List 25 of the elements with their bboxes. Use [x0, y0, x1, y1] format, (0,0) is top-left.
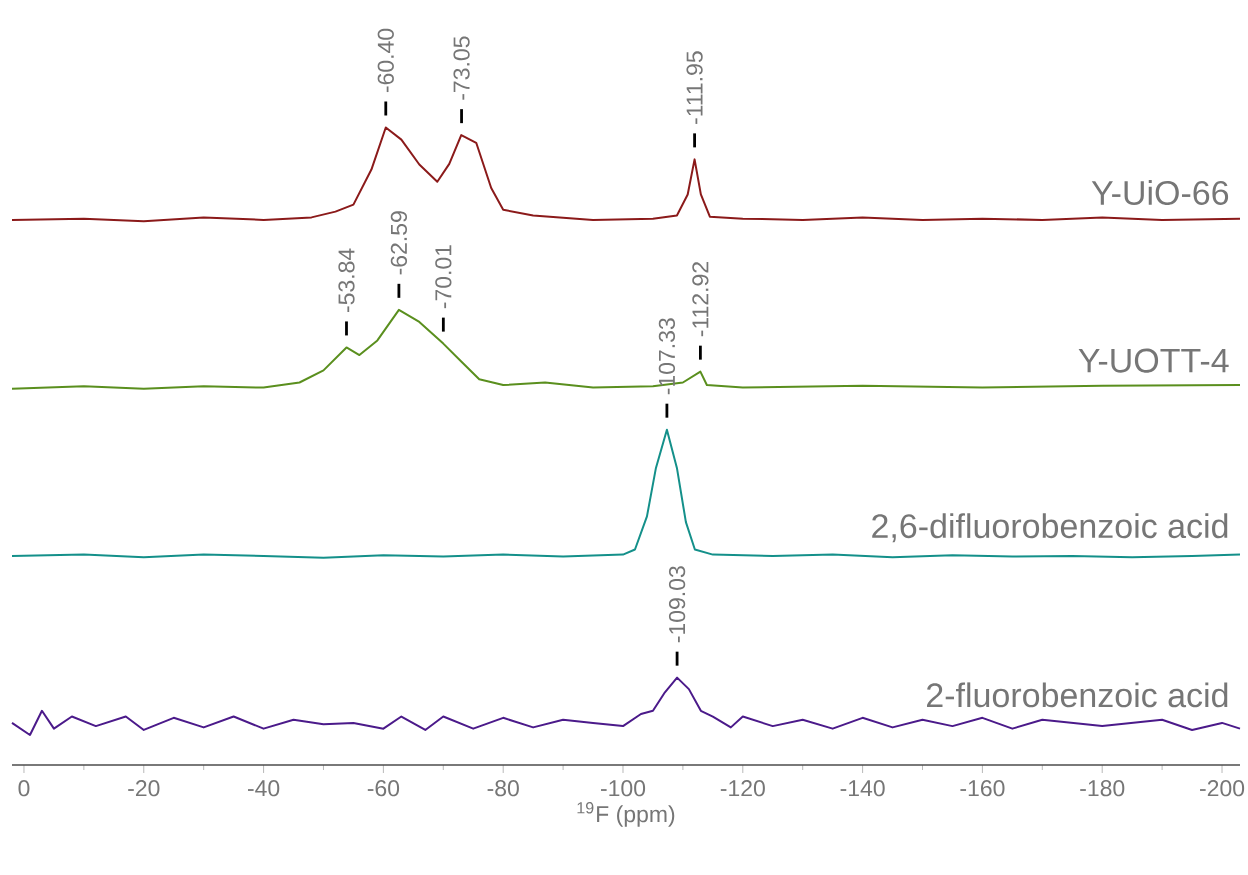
- series-label: 2,6-difluorobenzoic acid: [872, 513, 1228, 543]
- series-label: Y-UOTT-4: [1078, 348, 1229, 373]
- annotation: -53.84: [338, 248, 355, 312]
- annotation: -70.01: [435, 245, 452, 309]
- x-tick-label: -160: [960, 780, 1005, 797]
- annotation: -60.40: [377, 28, 394, 93]
- x-tick-label: -20: [128, 780, 160, 797]
- x-tick-label: -140: [840, 780, 885, 797]
- x-axis-title: $^{19}$F (ppm): [577, 802, 675, 827]
- x-tick-label: -60: [367, 780, 400, 797]
- x-tick-label: -180: [1080, 780, 1125, 797]
- x-tick-label: -80: [487, 780, 519, 797]
- annotation: -112.92: [692, 262, 709, 337]
- annotation: -62.59: [390, 211, 408, 275]
- annotation: -107.33: [658, 318, 676, 395]
- x-tick-label: 0: [18, 780, 30, 797]
- series-label: 2-fluorobenzoic acid: [927, 682, 1228, 708]
- annotation: -73.05: [453, 36, 470, 100]
- x-tick-label: -200: [1200, 780, 1245, 797]
- x-tick-label: -40: [247, 780, 280, 797]
- annotation: -111.95: [686, 51, 703, 124]
- x-tick-label: -120: [720, 780, 765, 797]
- x-tick-label: -100: [601, 780, 646, 797]
- series-label: Y-UiO-66: [1091, 180, 1229, 205]
- annotation: -109.03: [668, 566, 686, 643]
